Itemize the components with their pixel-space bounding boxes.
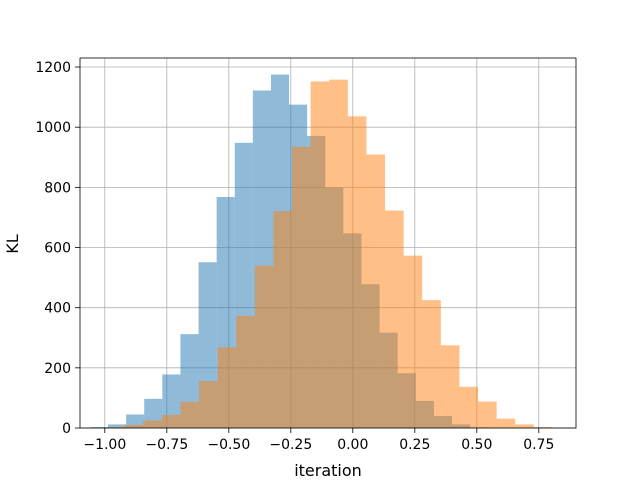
x-tick-label: 0.50 [461, 437, 492, 453]
y-tick-label: 200 [44, 361, 71, 377]
x-tick-label: 0.75 [523, 437, 554, 453]
axis-ticks: −1.00 −0.75 −0.50 −0.25 0.00 0.25 0.50 0.75 0 200… [35, 60, 554, 453]
x-tick-label: −0.25 [269, 437, 312, 453]
histogram-bar-series-2 [403, 255, 423, 428]
x-axis-title: iteration [294, 461, 362, 480]
histogram-bar-series-2 [143, 420, 162, 428]
histogram-bar-series-2 [161, 415, 181, 428]
y-tick-label: 600 [44, 241, 71, 257]
histogram-bar-series-1 [162, 374, 181, 428]
histogram-bar-series-2 [515, 424, 534, 428]
histogram-bar-series-2 [366, 154, 386, 428]
y-tick-label: 1000 [35, 120, 71, 136]
histogram-bar-series-2 [180, 401, 200, 428]
histogram-bar-series-2 [310, 81, 330, 429]
y-tick-label: 800 [44, 180, 71, 196]
histogram-bar-series-2 [440, 345, 460, 428]
histogram-bar-series-2 [459, 386, 479, 428]
histogram-bar-series-2 [199, 381, 218, 428]
histogram-bar-series-2 [106, 427, 125, 428]
histogram-bar-series-2 [329, 79, 348, 428]
x-tick-label: −1.00 [83, 437, 126, 453]
plot-frame [79, 57, 577, 429]
histogram-bar-series-2 [273, 211, 293, 428]
histogram-bars [89, 74, 572, 429]
histogram-bar-series-2 [385, 210, 404, 428]
y-tick-label: 1200 [35, 60, 71, 76]
y-axis-title: KL [3, 234, 22, 253]
histogram-bar-series-2 [347, 116, 367, 428]
x-tick-label: 0.25 [399, 437, 430, 453]
histogram-bar-series-1 [108, 424, 127, 428]
histogram-bar-series-2 [533, 427, 553, 428]
histogram-bar-series-2 [422, 300, 441, 428]
histogram-bar-series-2 [124, 424, 144, 428]
histogram-bar-series-2 [478, 401, 497, 428]
histogram-bar-series-1 [126, 414, 145, 428]
histogram-bar-series-2 [236, 315, 255, 428]
histogram-bar-series-2 [217, 347, 237, 428]
histogram-bar-series-2 [496, 418, 516, 428]
histogram-bar-series-1 [89, 427, 109, 428]
y-tick-label: 0 [62, 421, 71, 437]
x-tick-label: −0.50 [207, 437, 250, 453]
histogram-bar-series-2 [254, 265, 274, 428]
x-tick-label: −0.75 [145, 437, 188, 453]
y-tick-label: 400 [44, 301, 71, 317]
histogram-bar-series-2 [292, 146, 311, 428]
x-tick-label: 0.00 [337, 437, 368, 453]
